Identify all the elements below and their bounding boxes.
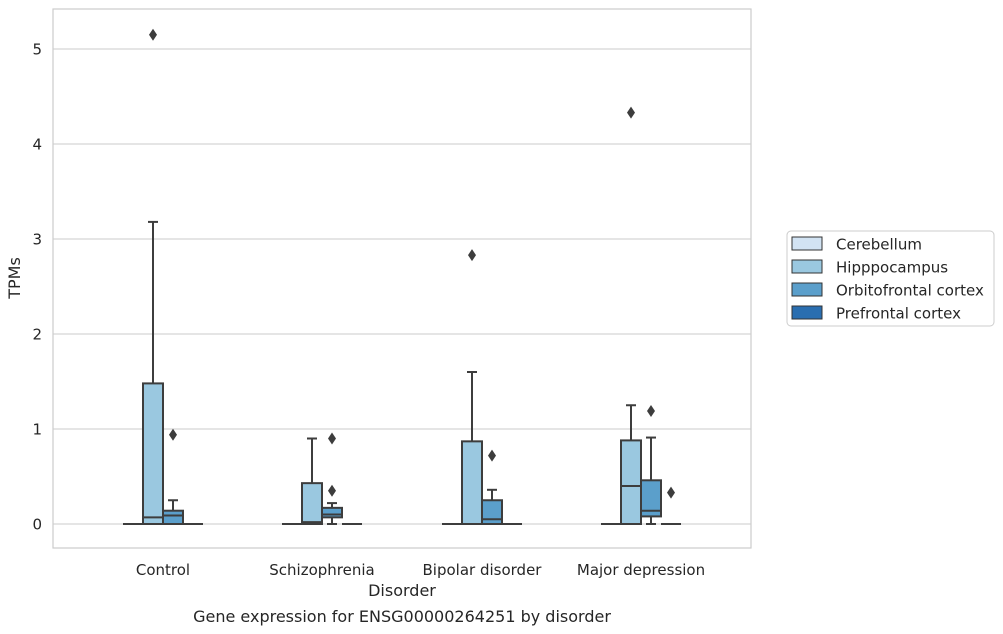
y-tick-label-5: 5 <box>32 41 42 59</box>
x-axis-label: Disorder <box>368 581 436 600</box>
y-tick-label-3: 3 <box>32 231 42 249</box>
box-1-3 <box>620 106 642 525</box>
legend: Cerebellum Hipppocampus Orbitofrontal cort… <box>786 230 995 327</box>
outlier-0 <box>328 432 336 445</box>
box-plot-series <box>123 28 681 526</box>
legend-swatch-2 <box>791 282 823 297</box>
legend-swatch-1 <box>791 259 823 274</box>
box-2-3 <box>640 404 662 525</box>
box-2-1 <box>321 432 343 525</box>
y-tick-label-1: 1 <box>32 421 42 439</box>
box-body <box>461 440 483 526</box>
y-tick-label-0: 0 <box>32 516 42 534</box>
box-body <box>321 506 343 519</box>
outlier-0 <box>169 428 177 441</box>
box-body <box>301 482 323 525</box>
box-2-2 <box>481 449 503 525</box>
x-tick-label-0: Control <box>136 561 190 579</box>
y-tick-labels: 0 1 2 3 4 5 <box>32 41 42 534</box>
legend-label-0: Cerebellum <box>836 236 922 254</box>
box-3-3 <box>661 486 681 525</box>
plot-frame <box>52 8 752 549</box>
box-body <box>620 439 642 525</box>
legend-label-1: Hipppocampus <box>836 259 948 277</box>
legend-swatch-3 <box>791 305 823 320</box>
y-axis-label: TPMs <box>5 257 24 300</box>
y-tick-label-4: 4 <box>32 136 42 154</box>
legend-label-2: Orbitofrontal cortex <box>836 282 984 300</box>
outlier-0 <box>488 449 496 462</box>
box-1-1 <box>301 437 323 525</box>
x-tick-labels: Control Schizophrenia Bipolar disorder Majo… <box>136 561 705 579</box>
legend-label-3: Prefrontal cortex <box>836 305 961 323</box>
x-tick-label-2: Bipolar disorder <box>423 561 543 579</box>
box-1-2 <box>461 249 483 526</box>
x-tick-label-1: Schizophrenia <box>269 561 374 579</box>
box-body <box>481 499 503 525</box>
box-body <box>162 509 184 526</box>
outlier-0 <box>627 106 635 119</box>
x-tick-label-3: Major depression <box>577 561 705 579</box>
chart-caption: Gene expression for ENSG00000264251 by d… <box>193 607 611 626</box>
box-body <box>142 382 164 525</box>
legend-swatch-0 <box>791 236 823 251</box>
outlier-0 <box>468 249 476 262</box>
box-body <box>640 479 662 518</box>
outlier-0 <box>667 486 675 499</box>
outlier-0 <box>149 28 157 41</box>
y-tick-label-2: 2 <box>32 326 42 344</box>
outlier-1 <box>328 484 336 497</box>
legend-box <box>786 230 995 327</box>
box-1-0 <box>142 28 164 525</box>
box-2-0 <box>162 428 184 526</box>
outlier-0 <box>647 404 655 417</box>
